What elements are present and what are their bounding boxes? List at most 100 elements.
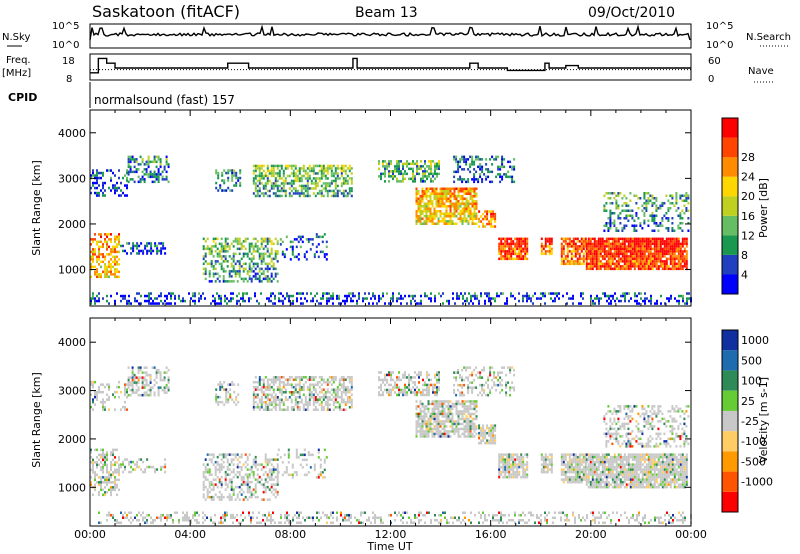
scatter-cell <box>323 468 326 472</box>
scatter-cell <box>104 463 106 467</box>
scatter-cell <box>284 167 287 170</box>
scatter-cell <box>645 257 648 261</box>
scatter-cell <box>643 237 646 241</box>
scatter-cell <box>270 294 272 298</box>
scatter-cell <box>437 222 440 225</box>
scatter-cell <box>106 235 108 239</box>
scatter-cell <box>206 247 209 251</box>
scatter-cell <box>354 294 356 298</box>
scatter-cell <box>276 468 279 471</box>
scatter-cell <box>106 466 108 469</box>
scatter-cell <box>681 242 684 246</box>
scatter-cell <box>280 292 282 295</box>
scatter-cell <box>262 192 265 195</box>
scatter-cell <box>617 260 620 263</box>
scatter-cell <box>469 217 472 220</box>
scatter-cell <box>425 212 428 215</box>
scatter-cell <box>655 240 658 243</box>
scatter-cell <box>282 383 285 386</box>
scatter-cell <box>152 302 154 305</box>
scatter-cell <box>212 240 215 243</box>
scatter-cell <box>350 187 353 190</box>
scatter-cell <box>576 260 579 263</box>
scatter-cell <box>110 493 112 497</box>
scatter-cell <box>322 174 325 178</box>
scatter-cell <box>290 182 293 185</box>
scatter-cell <box>496 294 498 298</box>
scatter-cell <box>653 250 656 253</box>
power-colorbar-segment <box>722 235 738 255</box>
scatter-cell <box>589 242 592 246</box>
scatter-cell <box>270 485 273 489</box>
scatter-cell <box>280 299 282 303</box>
scatter-cell <box>254 483 257 486</box>
scatter-cell <box>320 383 323 386</box>
scatter-cell <box>427 210 430 213</box>
scatter-cell <box>344 194 347 198</box>
scatter-cell <box>204 247 207 251</box>
scatter-cell <box>291 253 294 256</box>
scatter-cell <box>305 238 308 241</box>
scatter-cell <box>661 250 664 253</box>
scatter-cell <box>222 275 225 278</box>
scatter-cell <box>644 297 646 300</box>
scatter-cell <box>427 207 430 210</box>
scatter-cell <box>572 302 574 305</box>
scatter-cell <box>639 237 642 241</box>
scatter-cell <box>302 187 305 190</box>
scatter-cell <box>578 240 581 243</box>
scatter-cell <box>122 405 124 409</box>
scatter-cell <box>639 255 642 258</box>
scatter-cell <box>240 247 243 251</box>
scatter-cell <box>204 260 207 263</box>
scatter-cell <box>681 257 684 261</box>
scatter-cell <box>314 294 316 298</box>
scatter-cell <box>683 242 686 246</box>
scatter-cell <box>157 173 160 176</box>
scatter-cell <box>685 255 688 258</box>
scatter-cell <box>108 383 110 386</box>
scatter-cell <box>260 406 263 409</box>
scatter-cell <box>278 184 281 188</box>
scatter-cell <box>491 163 494 166</box>
scatter-cell <box>223 181 226 185</box>
scatter-cell <box>471 195 474 198</box>
scatter-cell <box>228 245 231 248</box>
scatter-cell <box>126 252 128 255</box>
scatter-cell <box>657 267 660 271</box>
scatter-cell <box>570 250 573 253</box>
scatter-cell <box>143 383 146 387</box>
scatter-cell <box>433 187 436 190</box>
scatter-cell <box>342 194 345 198</box>
scatter-cell <box>629 250 632 253</box>
scatter-cell <box>641 209 644 212</box>
scatter-cell <box>362 297 364 300</box>
scatter-cell <box>424 175 426 178</box>
scatter-cell <box>326 401 329 404</box>
scatter-cell <box>260 388 263 391</box>
scatter-cell <box>114 240 116 244</box>
scatter-cell <box>264 262 267 266</box>
scatter-cell <box>382 165 384 168</box>
scatter-cell <box>147 175 150 179</box>
scatter-cell <box>260 398 263 401</box>
scatter-cell <box>292 406 295 409</box>
scatter-cell <box>298 194 301 198</box>
scatter-cell <box>338 302 340 305</box>
scatter-cell <box>621 245 624 248</box>
scatter-cell <box>256 480 259 484</box>
scatter-cell <box>217 403 220 406</box>
scatter-cell <box>418 373 420 377</box>
scatter-cell <box>219 395 222 399</box>
scatter-cell <box>270 463 273 466</box>
scatter-cell <box>661 260 664 263</box>
scatter-cell <box>240 453 243 456</box>
scatter-cell <box>272 406 275 409</box>
scatter-cell <box>252 403 255 406</box>
scatter-cell <box>661 217 664 220</box>
scatter-cell <box>388 373 390 377</box>
scatter-cell <box>234 485 237 489</box>
scatter-cell <box>540 250 543 253</box>
scatter-cell <box>300 187 303 190</box>
scatter-cell <box>417 215 420 218</box>
